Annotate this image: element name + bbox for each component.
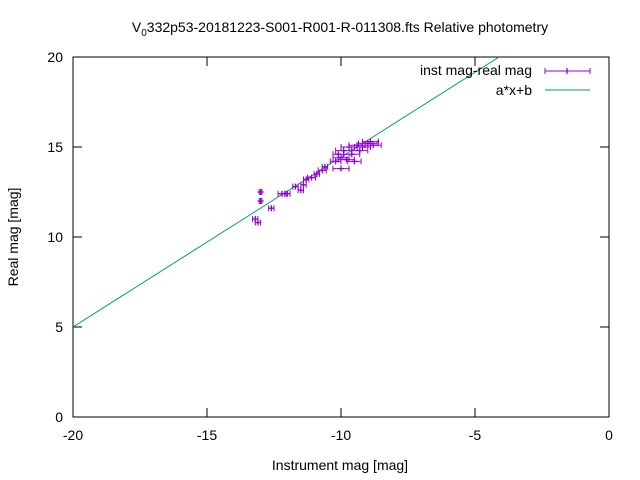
data-point <box>313 171 321 177</box>
chart-title-main: V <box>132 19 142 35</box>
legend-entry-points-swatch <box>544 68 591 74</box>
data-point <box>321 163 329 170</box>
y-axis-label: Real mag [mag] <box>5 188 21 287</box>
data-point <box>300 181 307 188</box>
y-tick-label: 0 <box>55 409 63 425</box>
y-tick-label: 20 <box>47 49 63 65</box>
data-point <box>297 187 304 194</box>
data-point <box>329 158 342 165</box>
y-tick-label: 15 <box>47 139 63 155</box>
axis-ticks: -20 -15 -10 -5 0 0 5 10 15 20 <box>47 49 613 443</box>
data-point <box>284 190 291 197</box>
chart-title-rest: 332p53-20181223-S001-R001-R-011308.fts R… <box>147 19 548 35</box>
x-tick-label: 0 <box>605 427 613 443</box>
x-tick-label: -10 <box>331 427 351 443</box>
legend-entry-line-label: a*x+b <box>496 82 532 98</box>
x-tick-label: -15 <box>197 427 217 443</box>
legend: inst mag-real mag a*x+b <box>420 62 591 98</box>
y-tick-label: 5 <box>55 319 63 335</box>
x-tick-label: -20 <box>63 427 83 443</box>
data-point <box>257 198 264 204</box>
plot-area <box>72 56 610 418</box>
data-point <box>332 165 350 172</box>
data-point <box>307 174 317 181</box>
plot-frame <box>72 56 610 418</box>
chart-title: V0332p53-20181223-S001-R001-R-011308.fts… <box>132 19 548 39</box>
data-point <box>347 158 362 165</box>
x-axis-label: Instrument mag [mag] <box>272 457 408 473</box>
x-tick-label: -5 <box>469 427 482 443</box>
data-point <box>361 138 380 145</box>
chart-title-subscript: 0 <box>141 28 147 39</box>
data-point <box>268 205 275 212</box>
y-tick-label: 10 <box>47 229 63 245</box>
data-points-series <box>252 138 382 226</box>
data-point <box>254 219 262 226</box>
data-point <box>257 189 264 195</box>
data-point <box>351 147 369 154</box>
data-point <box>364 142 382 149</box>
legend-entry-points-label: inst mag-real mag <box>420 62 532 78</box>
